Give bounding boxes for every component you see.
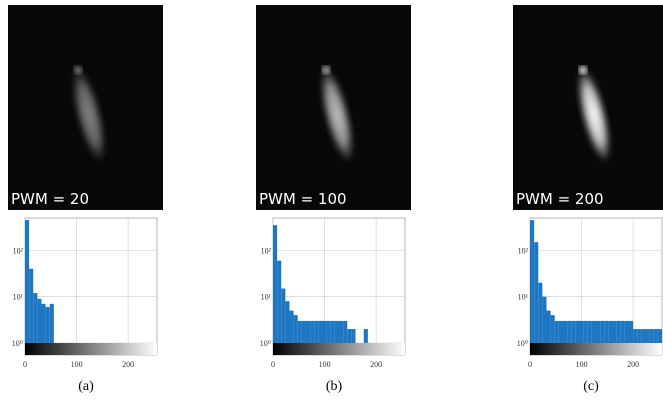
bar [624, 320, 629, 343]
bar [612, 320, 617, 343]
bar [25, 220, 30, 343]
y-tick-label: 10² [518, 246, 529, 255]
bar [343, 320, 348, 343]
bar [285, 301, 290, 343]
x-tick-label: 100 [71, 360, 83, 369]
bar [289, 310, 294, 343]
annotation: PWM = 200 [516, 190, 604, 208]
bar [273, 225, 278, 343]
bar [616, 320, 621, 343]
bar [330, 320, 335, 343]
bar [363, 329, 368, 343]
bar [37, 298, 42, 343]
caption: (c) [583, 379, 599, 394]
bar [558, 320, 563, 343]
x-tick-label: 100 [319, 360, 331, 369]
x-tick-label: 200 [627, 360, 639, 369]
bar [351, 329, 356, 343]
bar [653, 329, 658, 343]
bar [534, 242, 539, 343]
bar [281, 288, 286, 343]
cell [320, 68, 354, 162]
bar [347, 329, 352, 343]
x-tick-label: 100 [576, 360, 588, 369]
image-panel [8, 5, 163, 210]
colorbar [273, 343, 405, 355]
bar [542, 296, 547, 343]
bar [318, 320, 323, 343]
bar [550, 315, 555, 343]
x-tick-label: 200 [370, 360, 382, 369]
bar [571, 320, 576, 343]
bar [530, 220, 535, 343]
x-tick-label: 0 [271, 360, 275, 369]
bar [657, 329, 662, 343]
bar [310, 320, 315, 343]
cell [577, 68, 611, 162]
y-tick-label: 10¹ [13, 293, 24, 302]
y-tick-label: 10⁰ [517, 339, 528, 348]
bar [33, 293, 38, 343]
caption: (b) [326, 379, 343, 394]
bar [339, 320, 344, 343]
bar [49, 303, 54, 343]
bar [334, 320, 339, 343]
bar [600, 320, 605, 343]
bar [554, 320, 559, 343]
image-panel [513, 5, 663, 210]
bar [326, 320, 331, 343]
bar [637, 329, 642, 343]
y-tick-label: 10⁰ [260, 339, 271, 348]
y-tick-label: 10¹ [518, 293, 529, 302]
bar [629, 320, 634, 343]
bar [546, 310, 551, 343]
annotation: PWM = 100 [259, 190, 347, 208]
bar [583, 320, 588, 343]
caption: (a) [78, 379, 94, 394]
bar [579, 320, 584, 343]
bar [306, 320, 311, 343]
colorbar [530, 343, 662, 355]
bar [591, 320, 596, 343]
bar [301, 320, 306, 343]
bar [277, 260, 282, 343]
bar [297, 320, 302, 343]
y-tick-label: 10² [261, 246, 272, 255]
y-tick-label: 10¹ [261, 293, 272, 302]
x-tick-label: 200 [122, 360, 134, 369]
y-tick-label: 10² [13, 246, 24, 255]
annotation: PWM = 20 [11, 190, 89, 208]
bar [293, 315, 298, 343]
bar [563, 320, 568, 343]
cell-tip [322, 66, 330, 74]
y-tick-label: 10⁰ [12, 339, 23, 348]
cell [72, 68, 106, 162]
colorbar [25, 343, 157, 355]
bar [567, 320, 572, 343]
bar [620, 320, 625, 343]
bar [649, 329, 654, 343]
bar [41, 303, 46, 343]
image-panel [256, 5, 411, 210]
bar [596, 320, 601, 343]
x-tick-label: 0 [23, 360, 27, 369]
cell-tip [579, 66, 587, 74]
bar [633, 329, 638, 343]
bar [587, 320, 592, 343]
bar [645, 329, 650, 343]
cell-tip [74, 66, 82, 74]
bar [608, 320, 613, 343]
bar [641, 329, 646, 343]
bar [45, 306, 50, 343]
bar [538, 282, 543, 343]
bar [575, 320, 580, 343]
bar [604, 320, 609, 343]
bar [322, 320, 327, 343]
x-tick-label: 0 [528, 360, 532, 369]
bar [314, 320, 319, 343]
bar [29, 268, 34, 343]
